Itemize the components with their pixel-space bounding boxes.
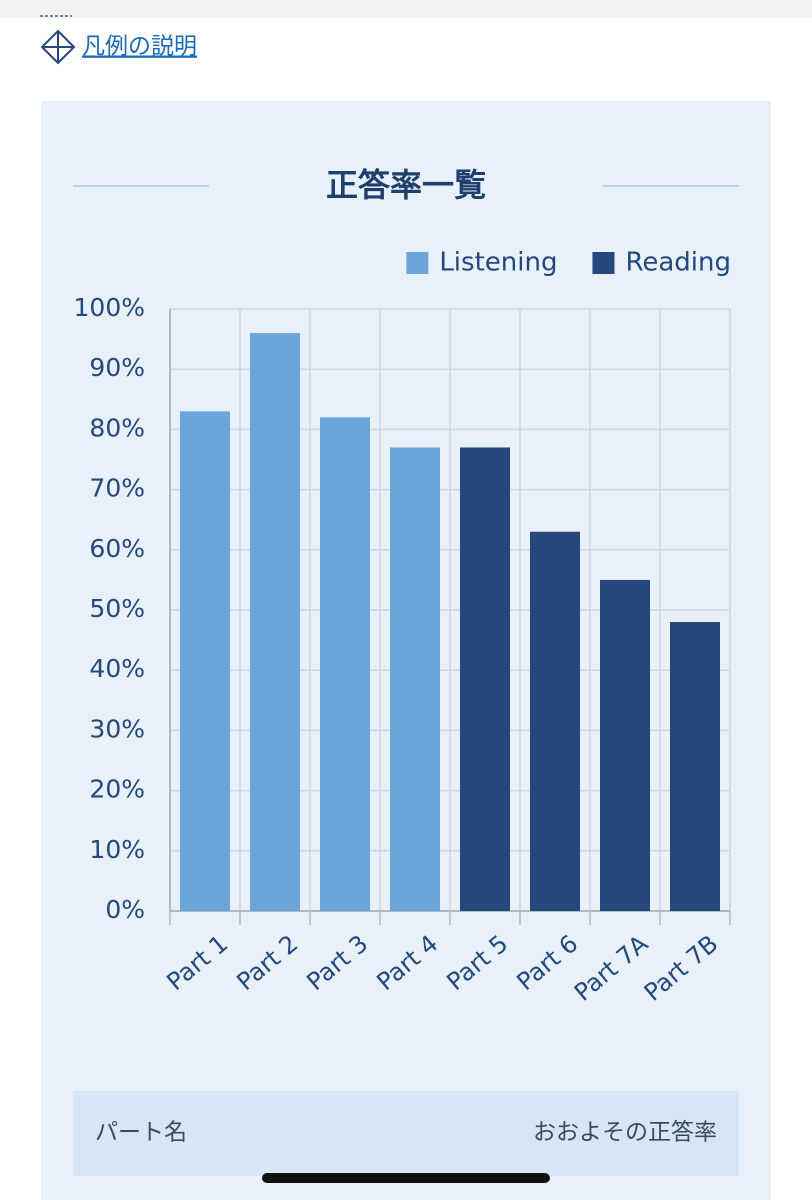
bar — [320, 417, 370, 911]
legend-swatch — [406, 252, 429, 274]
bar — [670, 622, 720, 911]
y-tick-label: 30% — [89, 714, 145, 743]
bar — [460, 447, 510, 911]
home-indicator — [262, 1173, 550, 1183]
bar — [530, 531, 580, 911]
y-tick-label: 50% — [89, 594, 145, 623]
bar — [180, 411, 230, 911]
y-tick-label: 60% — [89, 534, 145, 563]
bar — [250, 333, 300, 912]
link-icon — [40, 29, 76, 65]
chart-title: 正答率一覧 — [326, 166, 486, 204]
y-tick-label: 10% — [89, 835, 145, 864]
legend-label: Listening — [439, 248, 557, 278]
y-tick-label: 80% — [89, 413, 145, 442]
top-bar — [0, 0, 812, 18]
bar — [390, 447, 440, 911]
y-tick-label: 40% — [89, 654, 145, 683]
table-header — [73, 1091, 739, 1176]
y-tick-label: 20% — [89, 775, 145, 804]
y-tick-label: 100% — [74, 293, 145, 322]
legend-link[interactable]: 凡例の説明 — [40, 29, 197, 65]
table-header-cell: おおよその正答率 — [533, 1120, 717, 1146]
y-tick-label: 70% — [89, 474, 145, 503]
link-text[interactable]: 凡例の説明 — [82, 34, 197, 60]
legend-swatch — [592, 252, 615, 274]
plot: 0%10%20%30%40%50%60%70%80%90%100%Part 1P… — [74, 248, 731, 1007]
y-tick-label: 90% — [89, 353, 145, 382]
bar — [600, 579, 650, 911]
legend-label: Reading — [625, 248, 731, 278]
table-header-cell: パート名 — [95, 1120, 187, 1146]
y-tick-label: 0% — [105, 895, 145, 924]
